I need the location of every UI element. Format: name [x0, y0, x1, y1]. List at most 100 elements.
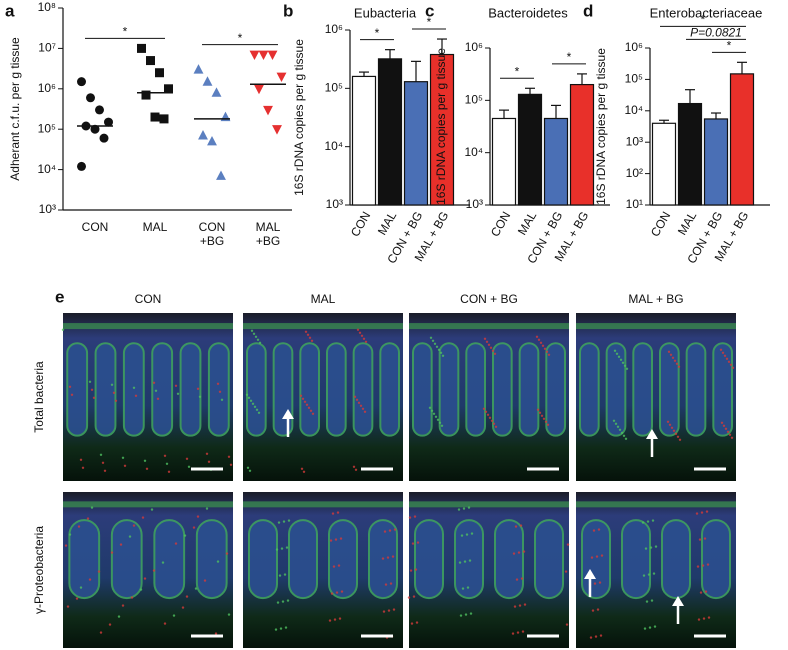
signal — [671, 356, 675, 359]
signal — [669, 353, 673, 356]
villus — [581, 519, 611, 600]
signal — [440, 424, 444, 427]
signal — [355, 398, 359, 401]
data-point — [202, 76, 213, 86]
signal — [411, 542, 415, 545]
signal — [339, 537, 343, 540]
signal — [176, 392, 180, 395]
signal — [108, 623, 112, 626]
column-title: CON — [135, 292, 162, 306]
data-point — [77, 77, 86, 87]
signal — [482, 407, 486, 410]
row-label: γ-Proteobacteria — [32, 526, 46, 614]
micrograph-bg — [409, 313, 569, 481]
signal — [433, 342, 437, 345]
data-point — [86, 93, 95, 103]
data-point — [155, 68, 164, 78]
villus — [518, 342, 540, 437]
villus — [272, 342, 294, 437]
signal — [544, 420, 548, 423]
signal — [331, 512, 335, 515]
signal — [328, 619, 332, 622]
signal — [409, 569, 413, 572]
signal — [469, 612, 473, 615]
signal — [470, 532, 474, 535]
column-title: MAL + BG — [628, 292, 683, 306]
micrograph-bg — [243, 313, 403, 481]
signal — [274, 628, 278, 631]
data-point — [137, 43, 146, 53]
signal — [597, 528, 601, 531]
signal — [466, 586, 470, 589]
signal — [185, 595, 189, 598]
epithelium — [576, 323, 736, 330]
signal — [625, 367, 629, 370]
signal — [598, 581, 602, 584]
significance-label: * — [567, 50, 572, 64]
panel-title: Eubacteria — [354, 5, 417, 20]
signal — [391, 555, 395, 558]
signal — [207, 460, 211, 463]
signal — [252, 332, 256, 335]
signal — [408, 516, 412, 519]
signal — [731, 366, 735, 369]
signal — [393, 528, 397, 531]
epithelium — [243, 323, 403, 330]
signal — [388, 529, 392, 532]
y-tick-label: 10⁶ — [325, 22, 343, 36]
signal — [494, 425, 498, 428]
signal — [247, 396, 251, 399]
significance-label: * — [727, 38, 732, 52]
villus — [534, 519, 564, 600]
epithelium — [409, 323, 569, 330]
signal — [615, 352, 619, 355]
signal — [719, 348, 723, 351]
signal — [387, 609, 391, 612]
signal — [678, 438, 682, 441]
signal — [701, 564, 705, 567]
data-point — [104, 117, 113, 127]
signal — [622, 434, 626, 437]
x-tick-label: MAL +BG — [256, 220, 281, 248]
signal — [431, 339, 435, 342]
signal — [697, 618, 701, 621]
signal — [68, 385, 72, 388]
signal — [542, 417, 546, 420]
signal — [304, 330, 308, 333]
signal — [492, 422, 496, 425]
y-tick-label: 10⁴ — [324, 139, 343, 153]
signal — [194, 587, 198, 590]
signal — [673, 359, 677, 362]
bar — [403, 81, 429, 206]
bar — [729, 73, 755, 206]
signal — [535, 335, 539, 338]
y-tick-label: 10³ — [466, 197, 483, 211]
signal — [464, 613, 468, 616]
signal — [539, 341, 543, 344]
significance-label: * — [427, 15, 432, 29]
signal — [435, 345, 439, 348]
signal — [227, 455, 231, 458]
signal — [163, 454, 167, 457]
signal — [101, 461, 105, 464]
signal — [99, 453, 103, 456]
signal — [463, 560, 467, 563]
signal — [644, 547, 648, 550]
signal — [641, 521, 645, 524]
signal — [707, 616, 711, 619]
signal — [516, 631, 520, 634]
signal — [702, 617, 706, 620]
signal — [364, 340, 368, 343]
signal — [616, 425, 620, 428]
villus — [454, 519, 484, 600]
arrow-head — [584, 569, 596, 579]
signal — [465, 533, 469, 536]
signal — [255, 408, 259, 411]
signal — [280, 547, 284, 550]
signal — [485, 340, 489, 343]
y-tick-label: 10⁴ — [624, 103, 643, 117]
signal — [139, 588, 143, 591]
y-tick-label: 10⁵ — [625, 72, 643, 86]
villus — [661, 519, 691, 600]
signal — [172, 614, 176, 617]
